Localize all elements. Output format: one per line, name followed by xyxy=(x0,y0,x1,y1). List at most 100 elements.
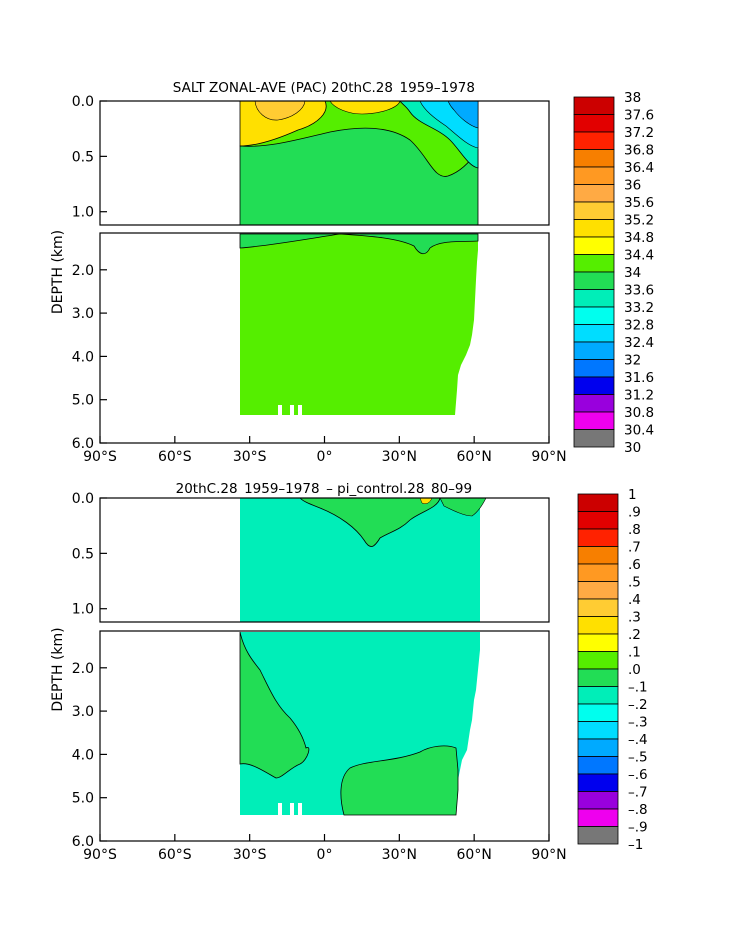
x-tick-label: 90°N xyxy=(531,449,566,465)
colorbar-difference: 1 .9.8 .7.6 .5.4 .3.2 .1.0 –.1–.2 –.3–.4 –.5–.6 –… xyxy=(577,487,648,853)
colorbar-swatch xyxy=(573,114,615,133)
colorbar-label: –.4 xyxy=(628,732,648,748)
colorbar-label: –.9 xyxy=(628,820,648,836)
x-tick-label: 0° xyxy=(317,449,333,465)
x-tick-label: 0° xyxy=(317,847,333,863)
colorbar-label: .6 xyxy=(628,557,641,573)
colorbar-swatch xyxy=(573,219,615,238)
y-axis-label: DEPTH (km) xyxy=(50,627,66,711)
colorbar-label: 30.8 xyxy=(624,405,654,421)
field-north-pacific-freshest xyxy=(447,100,479,129)
x-tick-label: 30°N xyxy=(382,449,417,465)
colorbar-label: .7 xyxy=(628,540,641,556)
colorbar-swatch xyxy=(573,271,615,290)
colorbar-label: 30 xyxy=(624,440,641,456)
colorbar-swatch xyxy=(577,738,619,757)
x-tick-label: 30°N xyxy=(382,847,417,863)
colorbar-label: .4 xyxy=(628,592,641,608)
colorbar-swatch xyxy=(573,254,615,273)
colorbar-label: 37.6 xyxy=(624,108,654,124)
colorbar-swatch xyxy=(573,96,615,115)
colorbar-label: –.7 xyxy=(628,785,648,801)
colorbar-swatch xyxy=(573,306,615,325)
colorbar-label: –1 xyxy=(628,837,643,853)
colorbar-label: .0 xyxy=(628,662,641,678)
field-north-subtropical-salt xyxy=(329,100,401,115)
colorbar-swatch xyxy=(577,826,619,845)
bottom-notch xyxy=(278,803,282,815)
colorbar-swatch xyxy=(577,756,619,775)
bottom-notch xyxy=(290,405,294,416)
colorbar-swatch xyxy=(577,598,619,617)
colorbar-swatch xyxy=(577,791,619,810)
y-tick-label: 3.0 xyxy=(72,704,94,720)
colorbar-swatch xyxy=(573,289,615,308)
difference-panel: 20thC.28 1959–1978 – pi_control.28 80–99… xyxy=(50,481,567,863)
colorbar-label: .2 xyxy=(628,627,641,643)
colorbar-label: 33.6 xyxy=(624,283,654,299)
colorbar-label: 31.6 xyxy=(624,370,654,386)
x-tick-label: 60°N xyxy=(457,847,492,863)
colorbar-swatch xyxy=(573,359,615,378)
plot-fields xyxy=(239,100,479,416)
colorbar-swatch xyxy=(577,546,619,565)
colorbar-swatch xyxy=(573,201,615,220)
colorbar-swatch xyxy=(573,324,615,343)
colorbar-label: .9 xyxy=(628,505,641,521)
colorbar-swatch xyxy=(577,616,619,635)
colorbar-label: 38 xyxy=(624,90,641,106)
field-south-positive-deep xyxy=(239,631,310,779)
colorbar-label: 34 xyxy=(624,265,641,281)
x-tick-label: 60°N xyxy=(457,449,492,465)
colorbar-label: 30.4 xyxy=(624,423,654,439)
colorbar-label: 31.2 xyxy=(624,388,654,404)
colorbar-label: 34.4 xyxy=(624,248,654,264)
plot-fields xyxy=(239,497,487,816)
colorbar-swatch xyxy=(573,131,615,150)
colorbar-swatch xyxy=(573,411,615,430)
colorbar-label: –.8 xyxy=(628,802,648,818)
field-lower-base xyxy=(240,234,478,415)
x-tick-label: 90°N xyxy=(531,847,566,863)
colorbar-swatch xyxy=(573,341,615,360)
colorbar-label: 36.4 xyxy=(624,160,654,176)
upper-frame xyxy=(99,497,550,623)
y-tick-label: 4.0 xyxy=(72,747,94,763)
y-tick-label: 5.0 xyxy=(72,791,94,807)
colorbar-label: –.2 xyxy=(628,697,648,713)
colorbar-swatch xyxy=(577,668,619,687)
y-tick-label: 0.5 xyxy=(72,546,94,562)
colorbar-label: 34.8 xyxy=(624,230,654,246)
colorbar-swatch xyxy=(577,721,619,740)
colorbar-label: 1 xyxy=(628,487,637,503)
y-tick-label: 5.0 xyxy=(72,393,94,409)
panel-title: SALT ZONAL-AVE (PAC) 20thC.28 1959–1978 xyxy=(173,80,477,96)
panel-title: 20thC.28 1959–1978 – pi_control.28 80–99 xyxy=(176,481,475,497)
field-intermediate-34 xyxy=(239,127,479,226)
field-south-subtropical-core xyxy=(254,100,306,121)
x-tick-label: 60°S xyxy=(158,449,192,465)
colorbar-swatch xyxy=(577,511,619,530)
colorbar-label: .8 xyxy=(628,522,641,538)
colorbar-label: –.6 xyxy=(628,767,648,783)
colorbar-label: .3 xyxy=(628,610,641,626)
y-tick-label: 0.0 xyxy=(72,94,94,110)
y-tick-label: 6.0 xyxy=(72,834,94,850)
colorbar-label: .5 xyxy=(628,575,641,591)
y-tick-label: 1.0 xyxy=(72,602,94,618)
colorbar-swatch xyxy=(573,149,615,168)
colorbar-label: 32 xyxy=(624,353,641,369)
colorbar-label: 32.8 xyxy=(624,318,654,334)
colorbar-swatch xyxy=(577,563,619,582)
y-axis-label: DEPTH (km) xyxy=(50,230,66,314)
upper-frame xyxy=(99,100,550,226)
colorbar-swatch xyxy=(573,184,615,203)
y-tick-label: 0.0 xyxy=(72,491,94,507)
colorbar-swatch xyxy=(577,686,619,705)
colorbar-label: 37.2 xyxy=(624,125,654,141)
colorbar-label: 36.8 xyxy=(624,143,654,159)
colorbar-swatch xyxy=(577,581,619,600)
field-positive-east xyxy=(439,497,487,517)
